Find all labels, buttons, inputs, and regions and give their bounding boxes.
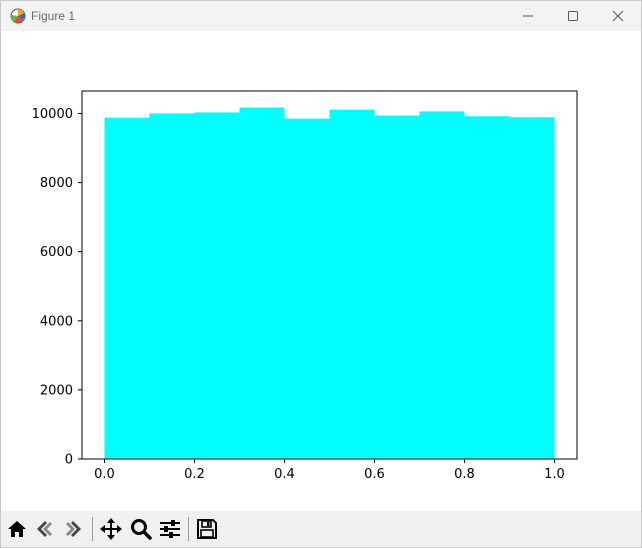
histogram-bar — [239, 107, 285, 460]
histogram-bars — [104, 107, 555, 460]
histogram-bar — [104, 117, 150, 460]
histogram-bar — [194, 112, 240, 460]
close-button[interactable] — [595, 1, 641, 31]
minimize-button[interactable] — [505, 1, 551, 31]
save-button[interactable] — [195, 517, 219, 541]
y-axis-ticks: 0 2000 4000 6000 8000 10000 — [32, 107, 82, 468]
minimize-icon — [523, 15, 533, 17]
window-title: Figure 1 — [31, 9, 76, 23]
maximize-icon — [568, 11, 578, 21]
title-bar[interactable]: Figure 1 — [1, 1, 641, 31]
axes-border — [81, 90, 578, 460]
pan-button[interactable] — [99, 517, 123, 541]
x-tick-label: 0.6 — [364, 467, 385, 482]
pan-icon — [100, 518, 122, 540]
y-tick-label: 4000 — [40, 314, 73, 329]
figure-canvas[interactable]: 0.0 0.2 0.4 0.6 0.8 1.0 0 2000 4000 6000 8000 1000… — [1, 31, 641, 511]
y-tick-label: 6000 — [40, 245, 73, 260]
x-tick-label: 1.0 — [544, 467, 565, 482]
x-tick-label: 0.8 — [454, 467, 475, 482]
y-tick-label: 0 — [65, 453, 73, 468]
x-axis-ticks: 0.0 0.2 0.4 0.6 0.8 1.0 — [94, 459, 565, 482]
toolbar-separator — [188, 517, 189, 541]
configure-subplots-button[interactable] — [158, 517, 182, 541]
configure-subplots-icon — [160, 520, 180, 538]
maximize-button[interactable] — [550, 1, 596, 31]
back-icon — [37, 521, 52, 537]
close-icon — [612, 10, 624, 22]
save-icon — [197, 519, 217, 539]
x-tick-label: 0.2 — [184, 467, 205, 482]
histogram-bar — [329, 109, 375, 460]
toolbar-separator — [92, 517, 93, 541]
histogram-chart: 0.0 0.2 0.4 0.6 0.8 1.0 0 2000 4000 6000 8000 1000… — [32, 90, 578, 482]
histogram-bar — [149, 113, 195, 460]
home-button[interactable] — [5, 517, 29, 541]
histogram-bar — [419, 111, 465, 460]
histogram-bar — [464, 116, 510, 459]
home-icon — [8, 521, 26, 537]
histogram-bar — [509, 117, 555, 459]
y-tick-label: 10000 — [32, 107, 73, 122]
x-tick-label: 0.0 — [94, 467, 115, 482]
y-tick-label: 2000 — [40, 383, 73, 398]
back-button[interactable] — [33, 517, 57, 541]
zoom-button[interactable] — [129, 517, 153, 541]
forward-icon — [66, 521, 81, 537]
forward-button[interactable] — [61, 517, 85, 541]
histogram-bar — [284, 118, 330, 460]
navigation-toolbar — [1, 511, 641, 547]
y-tick-label: 8000 — [40, 176, 73, 191]
zoom-icon — [131, 519, 152, 540]
matplotlib-logo-icon — [10, 8, 26, 24]
x-tick-label: 0.4 — [274, 467, 295, 482]
histogram-bar — [374, 115, 420, 460]
